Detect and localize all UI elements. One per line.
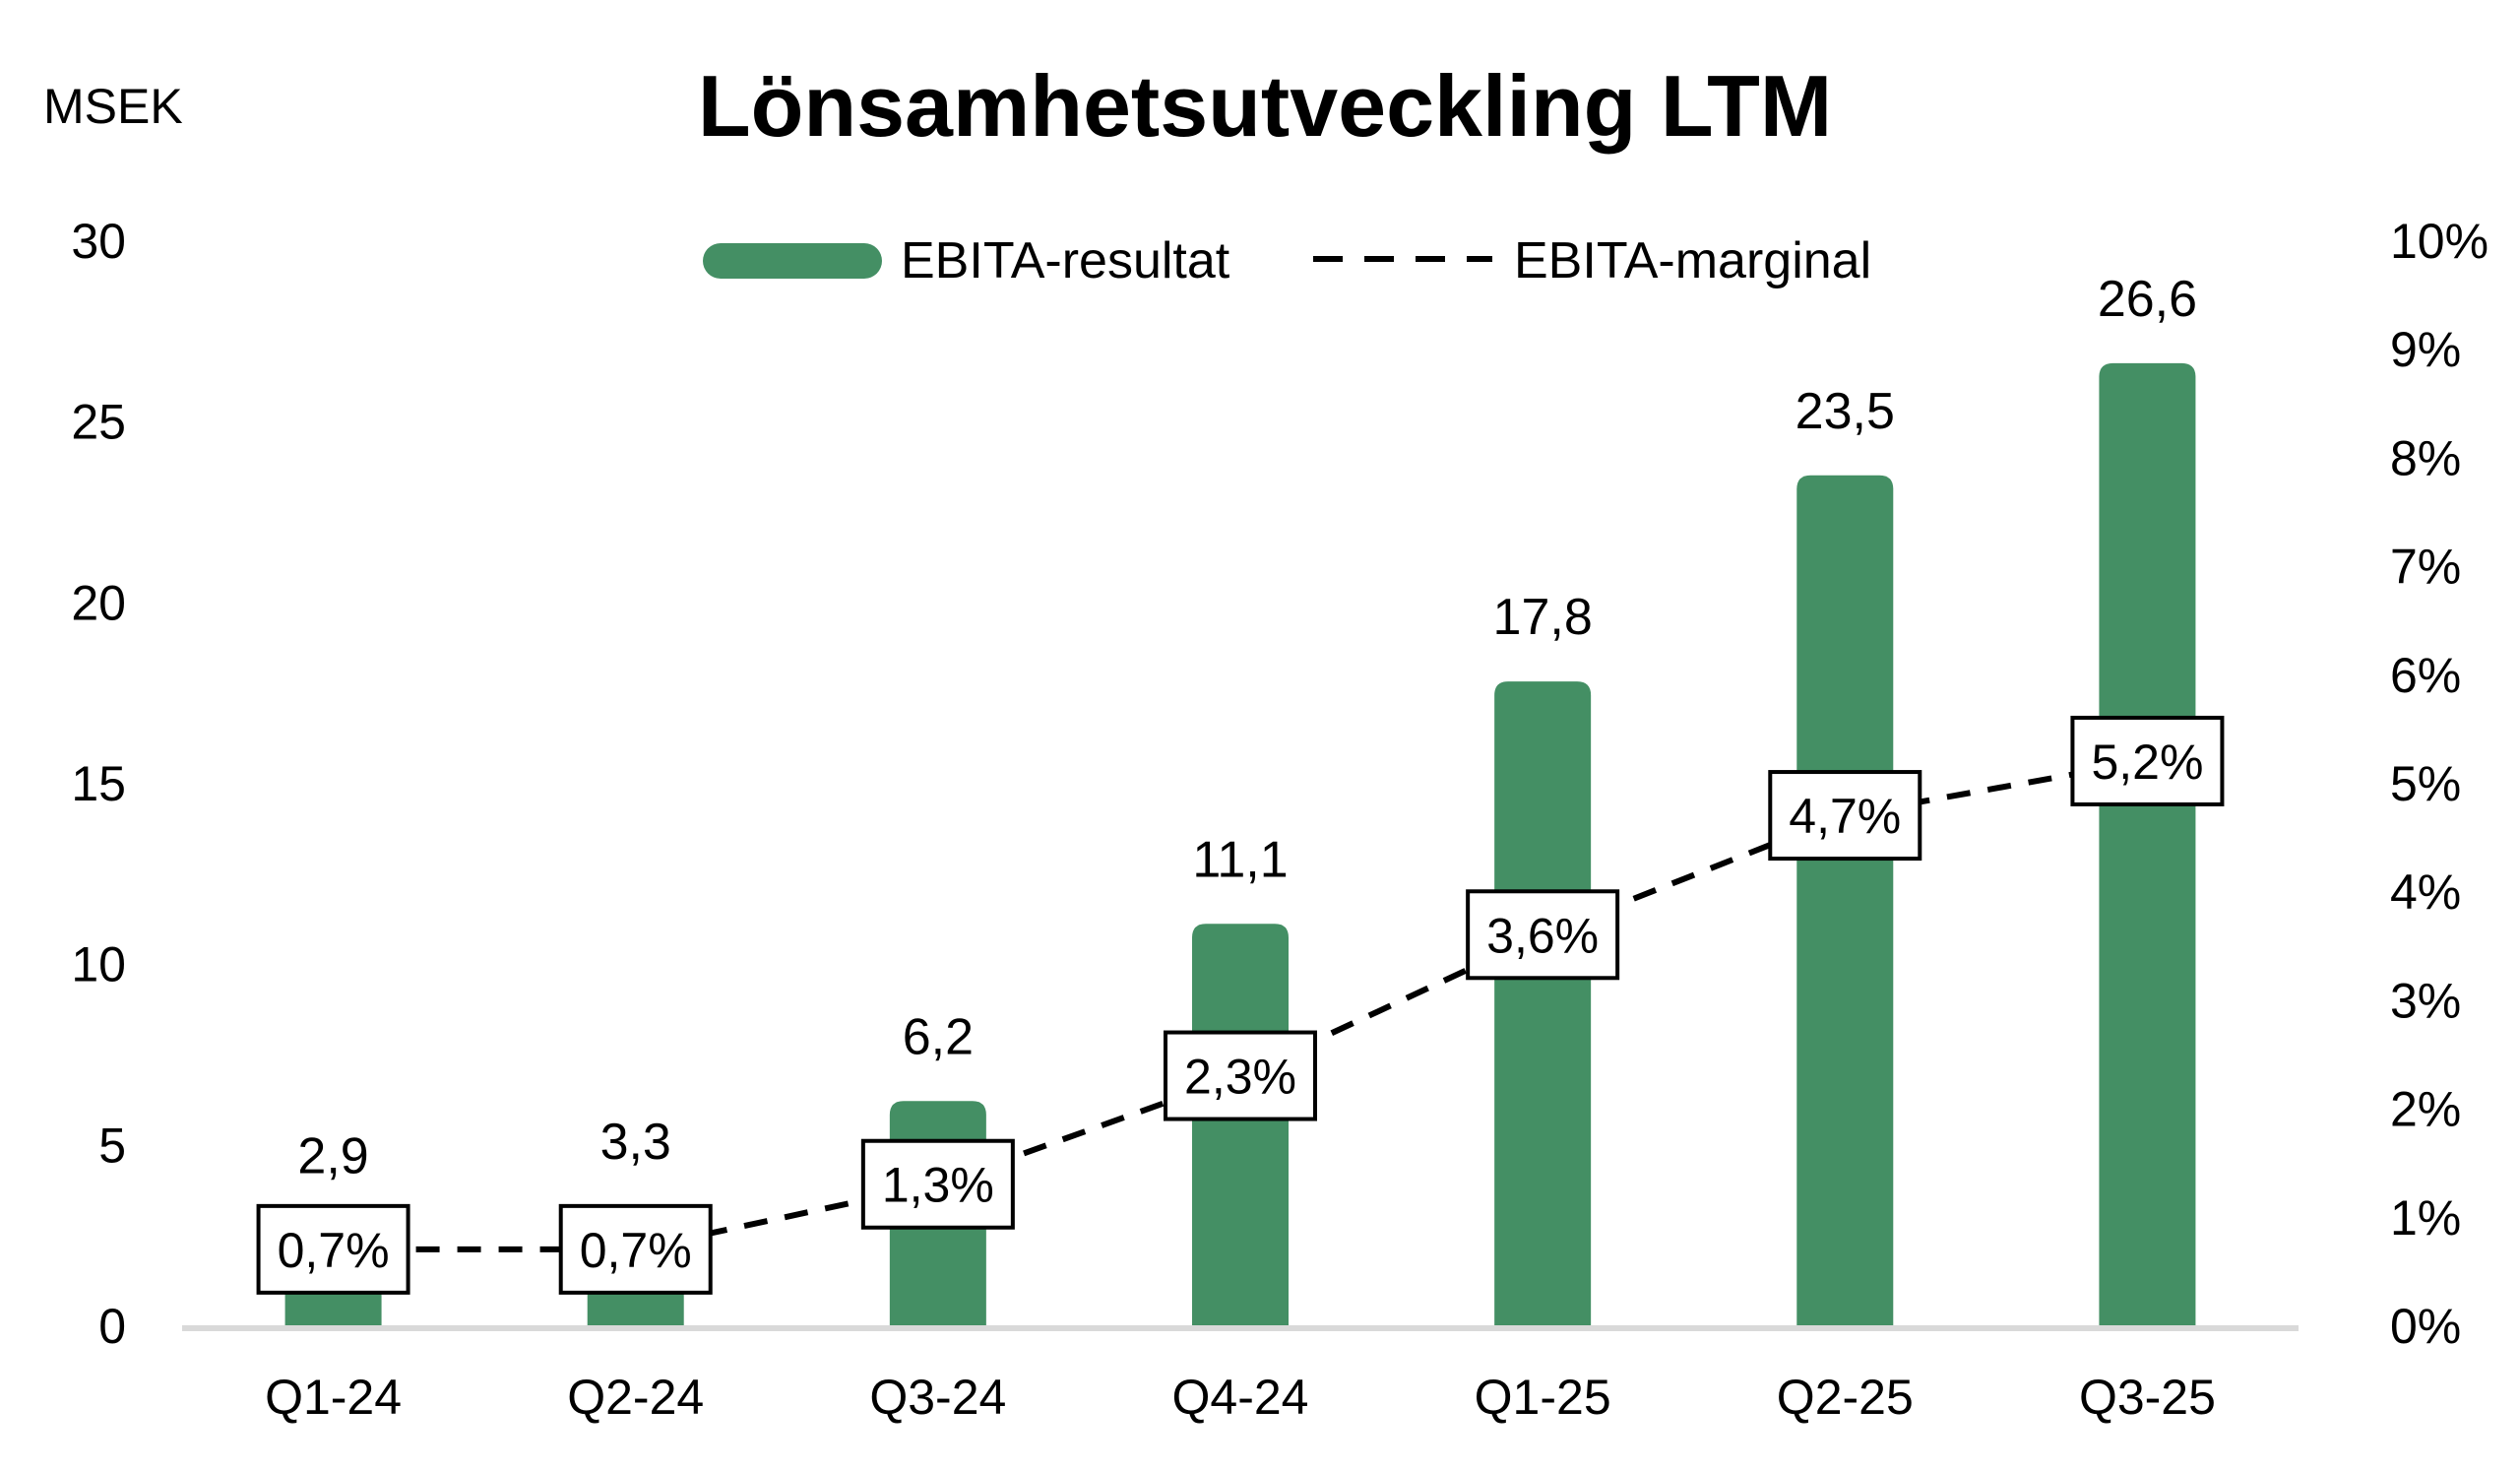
right-axis-tick-label: 10% [2390,214,2488,269]
left-axis-tick-label: 30 [71,214,126,269]
bar-value-label: 23,5 [1796,383,1895,440]
margin-label: 3,6% [1486,908,1599,963]
right-axis-ticks: 0% 1% 2% 3% 4% 5% 6% 7% 8% 9% 10% [2390,214,2488,1354]
bar [1796,475,1894,1325]
right-axis-tick-label: 4% [2390,864,2461,920]
bar-value-label: 17,8 [1493,589,1593,646]
margin-label-box [1466,889,1620,981]
right-axis-tick-label: 0% [2390,1299,2461,1354]
right-axis-tick-label: 2% [2390,1082,2461,1137]
bar-value-label: 26,6 [2098,271,2197,328]
x-axis-tick-label: Q3-25 [2079,1370,2216,1425]
right-axis-tick-label: 8% [2390,430,2461,485]
bars [284,362,2196,1326]
right-axis-tick-label: 1% [2390,1190,2461,1246]
left-axis-unit-label: MSEK [43,79,183,134]
right-axis-tick-label: 7% [2390,540,2461,595]
x-axis-tick-label: Q1-24 [265,1370,402,1425]
left-axis-tick-label: 20 [71,575,126,630]
legend-line-label: EBITA-marginal [1514,232,1871,289]
margin-label-box [1164,1030,1317,1121]
left-axis-tick-label: 15 [71,756,126,811]
right-axis-tick-label: 5% [2390,756,2461,811]
left-axis-tick-label: 0 [98,1299,126,1354]
right-axis-tick-label: 9% [2390,322,2461,377]
left-axis-tick-label: 25 [71,395,126,450]
margin-label-box [2070,715,2225,806]
margin-label: 2,3% [1184,1050,1296,1105]
x-axis-tick-label: Q3-24 [869,1370,1006,1425]
legend: EBITA-resultat EBITA-marginal [703,232,1871,289]
right-axis-tick-label: 6% [2390,648,2461,703]
margin-label: 5,2% [2091,735,2203,790]
margin-label-box [1768,770,1922,862]
bar-value-label: 3,3 [600,1114,671,1171]
margin-label-box [256,1203,410,1295]
left-axis-tick-label: 5 [98,1118,126,1173]
margin-label: 0,7% [278,1223,390,1278]
bar-value-label: 11,1 [1192,831,1288,888]
bar [1494,681,1592,1325]
bar-value-label: 2,9 [297,1127,368,1184]
x-axis-tick-label: Q2-25 [1777,1370,1914,1425]
left-axis-tick-label: 10 [71,937,126,992]
x-axis-tick-label: Q2-24 [567,1370,704,1425]
right-axis-tick-label: 3% [2390,973,2461,1028]
legend-bar-label: EBITA-resultat [901,232,1230,289]
x-axis: Q1-24 Q2-24 Q3-24 Q4-24 Q1-25 Q2-25 Q3-25 [182,1325,2299,1425]
bar-labels: 2,9 3,3 6,2 11,1 17,8 23,5 26,6 [297,271,2197,1185]
legend-bar-swatch [703,243,882,279]
margin-label: 4,7% [1789,789,1901,844]
bar [1192,924,1289,1325]
chart-title: Lönsamhetsutveckling LTM [698,57,1832,155]
margin-label: 0,7% [580,1223,692,1278]
margin-label: 1,3% [882,1158,994,1213]
left-axis-ticks: 0 5 10 15 20 25 30 [71,214,126,1354]
bar [2099,362,2196,1326]
bar-value-label: 6,2 [903,1008,974,1065]
x-axis-tick-label: Q1-25 [1475,1370,1611,1425]
margin-label-box [558,1203,713,1295]
margin-label-box [860,1138,1015,1230]
margin-label-boxes: 0,7% 0,7% 1,3% 2,3% 3,6% 4,7% 5,2% [256,715,2225,1295]
x-axis-tick-label: Q4-24 [1172,1370,1309,1425]
